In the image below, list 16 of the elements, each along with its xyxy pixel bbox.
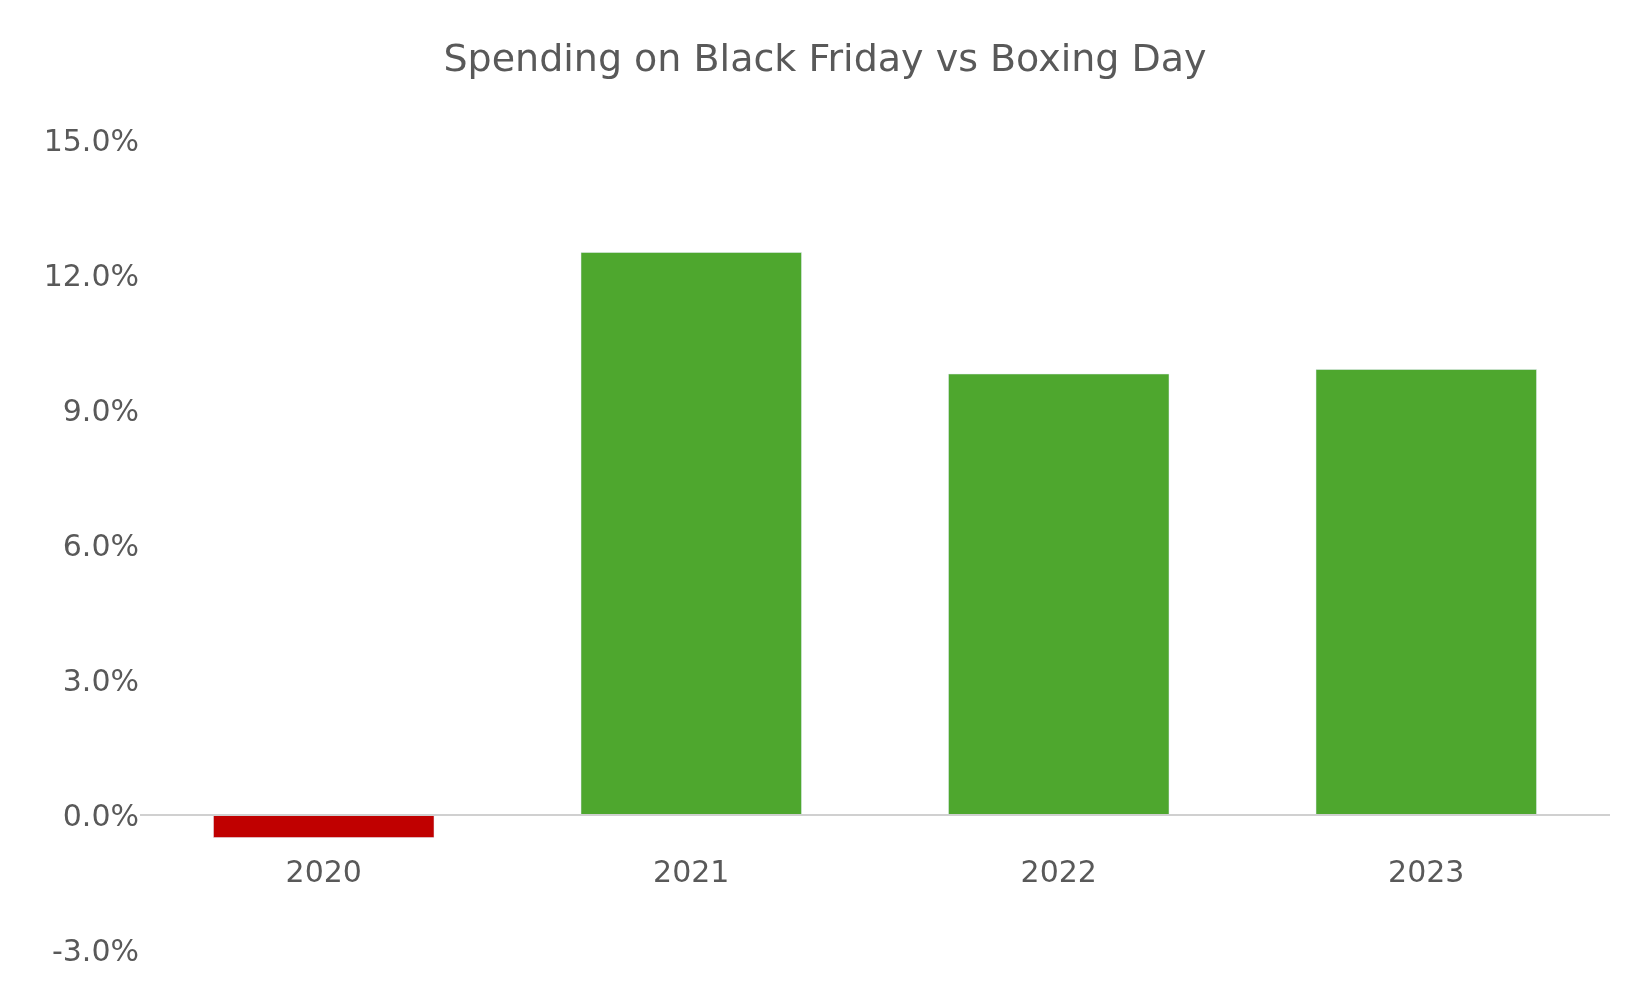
bar bbox=[1315, 369, 1537, 816]
x-tick-label: 2023 bbox=[1388, 854, 1465, 889]
y-tick-label: 9.0% bbox=[62, 392, 139, 428]
y-tick-label: 0.0% bbox=[62, 797, 139, 833]
bar bbox=[948, 373, 1170, 816]
bar bbox=[213, 814, 435, 838]
y-tick-label: 3.0% bbox=[62, 662, 139, 698]
x-tick-label: 2021 bbox=[653, 854, 730, 889]
y-tick-label: 6.0% bbox=[62, 527, 139, 563]
chart-title: Spending on Black Friday vs Boxing Day bbox=[443, 36, 1207, 81]
bar bbox=[580, 252, 802, 816]
x-tick-label: 2022 bbox=[1020, 854, 1097, 889]
x-tick-label: 2020 bbox=[285, 854, 362, 889]
y-tick-label: 12.0% bbox=[43, 257, 139, 293]
y-tick-label: 15.0% bbox=[43, 122, 139, 158]
y-tick-label: -3.0% bbox=[51, 932, 139, 968]
